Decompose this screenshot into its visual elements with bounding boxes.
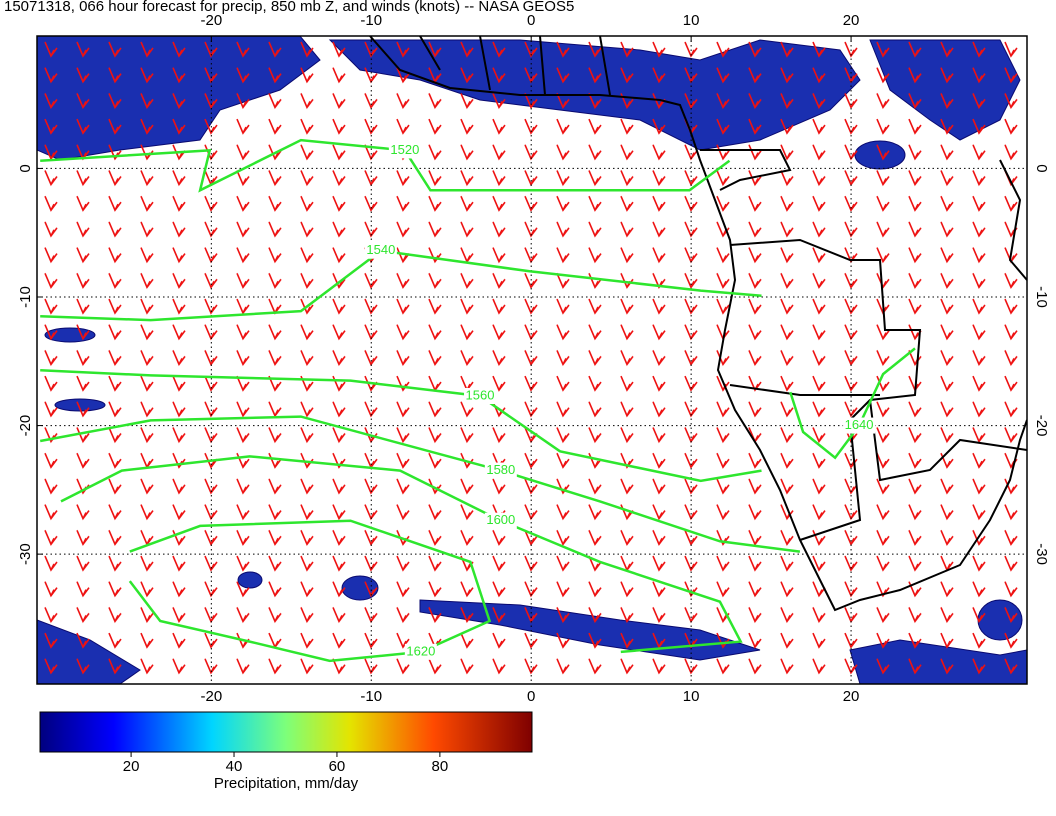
x-tick-label: 10 — [683, 12, 700, 29]
contour-line — [40, 138, 731, 193]
contour-label: 1620 — [406, 643, 435, 658]
y-tick-label: -10 — [17, 286, 34, 308]
contour-label-bg — [484, 512, 517, 529]
title: 15071318, 066 hour forecast for precip, … — [4, 0, 574, 15]
colorbar-label: Precipitation, mm/day — [214, 775, 359, 792]
colorbar — [39, 711, 533, 753]
x-tick-label: 0 — [527, 12, 535, 29]
contour-label-bg — [388, 142, 421, 159]
contour-label: 1520 — [390, 142, 419, 157]
y-tick-label: 0 — [17, 164, 34, 172]
colorbar-ticks: 20 40 60 80 — [123, 752, 448, 775]
contour-line — [128, 519, 492, 663]
y-tick-label: -30 — [17, 543, 34, 565]
contour-label: 1540 — [366, 242, 395, 257]
x-tick-label: -20 — [200, 12, 222, 29]
contour-label: 1640 — [845, 417, 874, 432]
contour-label-bg — [404, 643, 437, 660]
x-tick-label: 10 — [683, 688, 700, 705]
contour-label-bg — [484, 462, 517, 479]
map-frame — [36, 35, 1028, 685]
contour-label: 1580 — [486, 462, 515, 477]
colorbar-tick-label: 80 — [432, 758, 449, 775]
axes: -20 -20 -10 -10 0 0 10 10 20 20 0 0 -10 -10 -20 -20 -30 -… — [17, 12, 1050, 705]
y-tick-label: -20 — [17, 415, 34, 437]
y-tick-label: -10 — [1033, 286, 1050, 308]
x-tick-label: -10 — [360, 12, 382, 29]
y-tick-label: -20 — [1033, 415, 1050, 437]
contour-label: 1560 — [466, 387, 495, 402]
contour-label-bg — [464, 388, 497, 404]
y-tick-label: -30 — [1033, 543, 1050, 565]
coastlines — [369, 36, 1027, 612]
contour-line — [789, 347, 916, 460]
colorbar-tick-label: 20 — [123, 758, 140, 775]
x-tick-label: 20 — [843, 688, 860, 705]
colorbar-tick-label: 60 — [329, 758, 346, 775]
x-tick-label: 20 — [843, 12, 860, 29]
map-area: 1520 1540 1560 1580 1600 1620 1640 — [37, 36, 1027, 684]
x-tick-label: -20 — [200, 688, 222, 705]
contour-label: 1600 — [486, 512, 515, 527]
contour-label-bg — [364, 242, 397, 259]
x-tick-label: -10 — [360, 688, 382, 705]
y-tick-label: 0 — [1033, 164, 1050, 172]
contour-label-bg — [843, 417, 876, 434]
contours: 1520 1540 1560 1580 1600 1620 1640 — [39, 138, 916, 663]
x-tick-label: 0 — [527, 688, 535, 705]
colorbar-tick-label: 40 — [226, 758, 243, 775]
wind-barbs — [37, 36, 1027, 684]
